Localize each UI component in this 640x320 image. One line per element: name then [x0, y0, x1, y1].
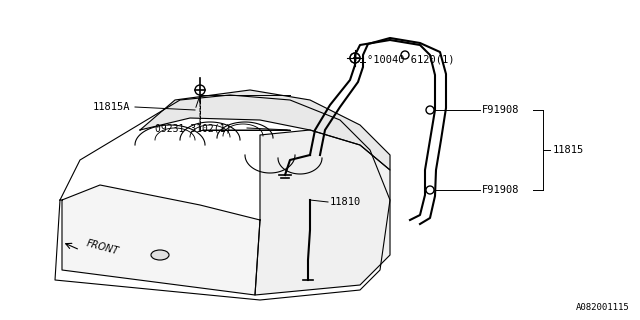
Text: F91908: F91908 — [482, 105, 520, 115]
Text: F91908: F91908 — [482, 185, 520, 195]
Circle shape — [426, 106, 434, 114]
Text: 09231 3102(1): 09231 3102(1) — [155, 123, 232, 133]
Text: A082001115: A082001115 — [576, 303, 630, 312]
Circle shape — [426, 186, 434, 194]
Polygon shape — [255, 130, 390, 295]
Text: °10040 6120(1): °10040 6120(1) — [367, 54, 454, 64]
Polygon shape — [140, 90, 390, 170]
Text: 11815: 11815 — [553, 145, 584, 155]
Text: 11815A: 11815A — [93, 102, 130, 112]
Text: 11810: 11810 — [330, 197, 361, 207]
Text: +: + — [351, 53, 359, 63]
Text: FRONT: FRONT — [85, 239, 120, 257]
Polygon shape — [62, 185, 260, 295]
Ellipse shape — [151, 250, 169, 260]
